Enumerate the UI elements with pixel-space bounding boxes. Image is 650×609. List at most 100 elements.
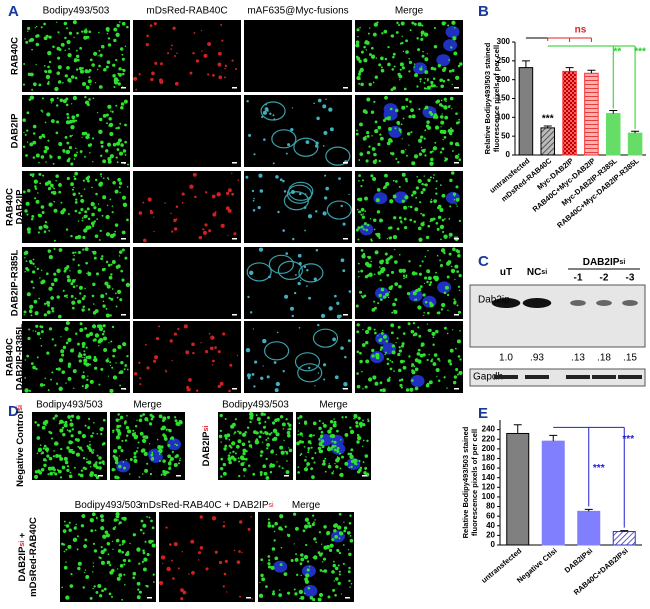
droplet: [136, 581, 141, 586]
scale-bar: [343, 314, 348, 316]
droplet: [372, 375, 377, 380]
droplet: [115, 514, 120, 519]
droplet: [437, 215, 442, 220]
droplet: [344, 461, 349, 466]
droplet: [376, 210, 381, 214]
droplet: [48, 202, 53, 207]
droplet: [259, 189, 264, 193]
droplet: [304, 517, 309, 522]
droplet: [386, 379, 389, 381]
droplet: [273, 539, 276, 542]
droplet: [367, 32, 370, 35]
droplet: [106, 177, 109, 180]
droplet: [355, 55, 359, 59]
cell-outline: [297, 363, 323, 383]
droplet: [336, 449, 340, 453]
droplet: [84, 327, 87, 330]
droplet: [174, 81, 179, 86]
droplet: [268, 433, 272, 436]
droplet: [30, 362, 34, 365]
nucleus: [116, 460, 131, 473]
droplet: [331, 570, 335, 574]
droplet: [244, 457, 248, 461]
droplet: [243, 475, 245, 477]
droplet: [401, 342, 405, 346]
droplet: [80, 207, 84, 212]
droplet: [358, 82, 361, 85]
scale-bar: [121, 238, 126, 240]
droplet: [409, 205, 413, 209]
droplet: [457, 285, 461, 288]
droplet: [55, 382, 58, 385]
droplet: [139, 414, 143, 418]
droplet: [98, 345, 100, 347]
droplet: [453, 375, 458, 379]
droplet: [379, 279, 382, 282]
droplet: [100, 257, 103, 261]
droplet: [70, 103, 73, 105]
droplet: [106, 232, 109, 235]
droplet: [376, 188, 381, 192]
row-label: DAB2IP-R385L: [10, 250, 21, 317]
droplet: [93, 355, 97, 359]
droplet: [53, 450, 55, 452]
droplet: [105, 313, 110, 318]
droplet: [146, 366, 150, 370]
cell-outline: [325, 146, 351, 166]
droplet: [421, 65, 423, 68]
droplet: [110, 340, 113, 343]
droplet: [122, 149, 127, 153]
droplet: [100, 367, 104, 371]
droplet: [385, 292, 389, 297]
droplet: [25, 40, 29, 44]
column-header: Bodipy493/503: [222, 400, 289, 411]
droplet: [363, 222, 367, 226]
droplet: [268, 559, 271, 562]
droplet: [126, 185, 129, 188]
droplet: [434, 141, 437, 144]
droplet: [267, 555, 271, 558]
droplet: [108, 178, 110, 181]
droplet: [423, 87, 426, 90]
droplet: [162, 562, 164, 565]
droplet: [356, 384, 361, 389]
droplet: [173, 227, 178, 231]
droplet: [227, 188, 232, 193]
droplet: [100, 546, 103, 549]
droplet: [114, 292, 117, 295]
droplet: [421, 182, 424, 186]
droplet: [407, 322, 411, 326]
droplet: [301, 435, 304, 437]
droplet: [62, 529, 67, 533]
droplet: [374, 250, 379, 255]
droplet: [95, 461, 98, 464]
droplet: [366, 97, 371, 102]
droplet: [68, 448, 73, 453]
droplet: [371, 348, 375, 353]
droplet: [124, 140, 127, 144]
droplet: [115, 104, 118, 107]
droplet: [322, 104, 327, 109]
micrograph-bg: [244, 95, 352, 167]
droplet: [101, 460, 105, 464]
lane-label: NCsi: [527, 267, 547, 278]
droplet: [350, 582, 353, 585]
droplet: [366, 256, 369, 258]
droplet: [417, 178, 422, 183]
droplet: [303, 420, 308, 424]
droplet: [248, 133, 252, 137]
droplet: [401, 268, 406, 273]
droplet: [310, 446, 313, 449]
droplet: [74, 200, 78, 204]
droplet: [349, 514, 352, 517]
droplet: [134, 425, 138, 428]
droplet: [48, 286, 53, 291]
droplet: [61, 586, 64, 589]
droplet: [285, 252, 289, 255]
droplet: [278, 593, 283, 597]
droplet: [373, 328, 376, 331]
droplet: [455, 197, 460, 202]
droplet: [116, 148, 120, 151]
droplet: [210, 335, 215, 340]
droplet: [359, 122, 363, 127]
